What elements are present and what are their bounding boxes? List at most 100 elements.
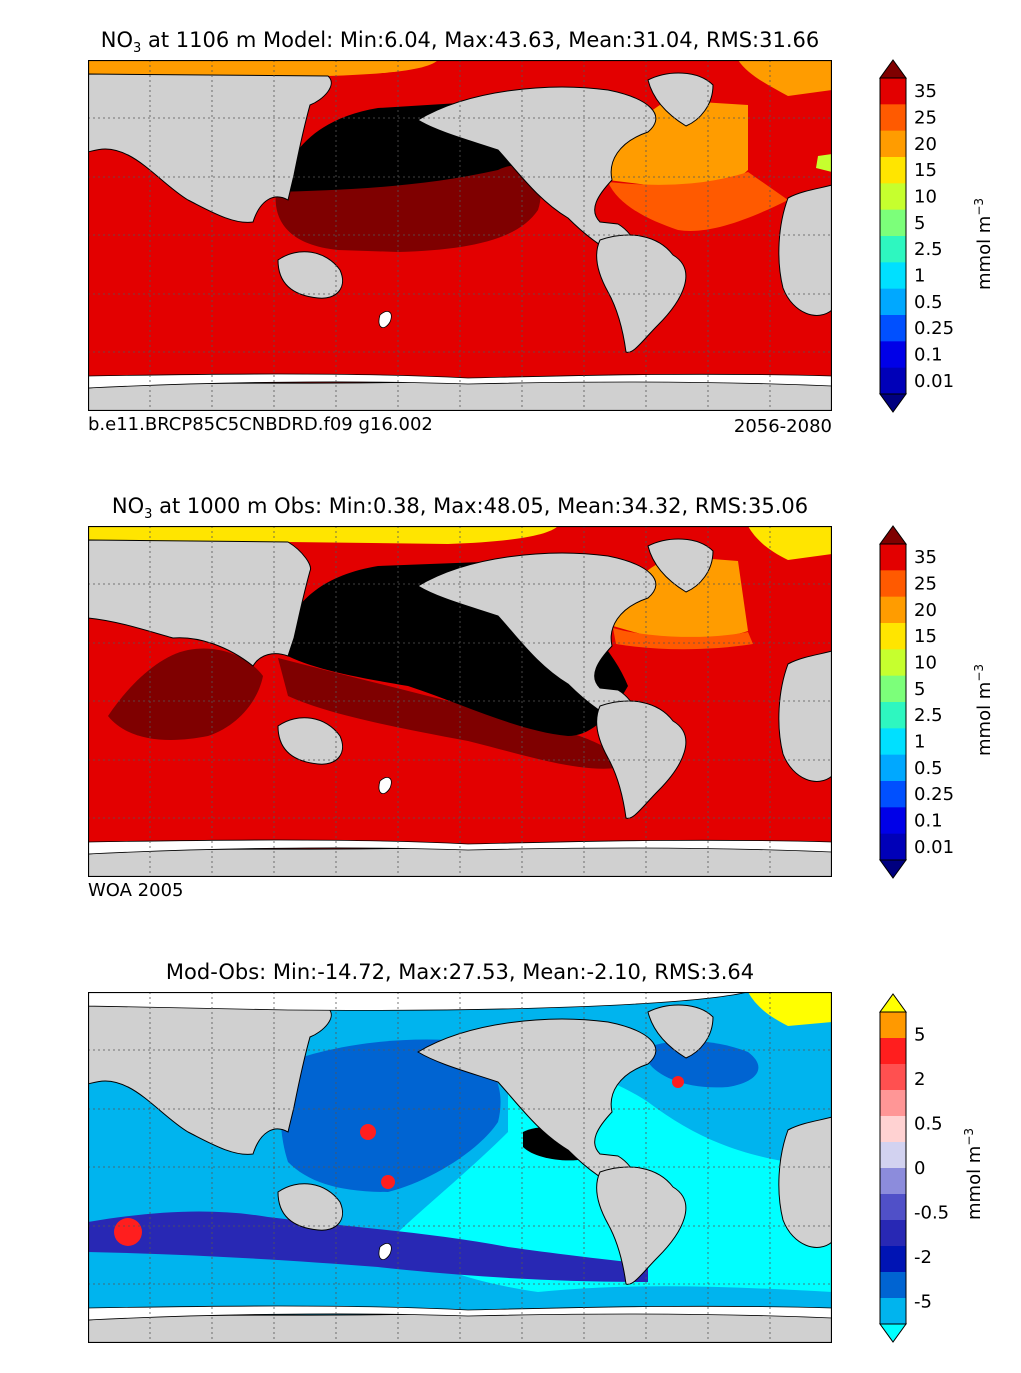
colorbar-2-cell [880, 623, 906, 650]
colorbar-1-tick-label: 0.1 [914, 345, 943, 366]
colorbar-2-tick-label: 25 [914, 574, 937, 595]
colorbar-1-cell [880, 288, 906, 316]
panel-3-colorbar-label-exp: −3 [962, 1127, 976, 1146]
colorbar-1-cell [880, 104, 906, 132]
panel-2-subpolar-atl [613, 628, 753, 650]
colorbar-3-outline [879, 1011, 907, 1325]
colorbar-1-tick-label: 35 [914, 81, 937, 102]
panel-3-land-africa [778, 1116, 832, 1248]
colorbar-3-cell [880, 1142, 906, 1169]
colorbar-1-cell [880, 209, 906, 237]
panel-2-map [88, 526, 832, 877]
panel-2-indian-tropical [108, 648, 263, 740]
colorbar-1-tick-label: 15 [914, 160, 937, 181]
colorbar-3-tick-label: 0.5 [914, 1113, 943, 1134]
colorbar-2-cell [880, 807, 906, 835]
colorbar-1-cell [880, 262, 906, 290]
panel-3-land-north-america [417, 1018, 657, 1193]
colorbar-2-cell [880, 754, 906, 782]
colorbar-3-tick-label: -0.5 [914, 1203, 949, 1224]
panel-3-map [88, 992, 832, 1343]
colorbar-3-cell [880, 1194, 906, 1221]
colorbar-2-cell [880, 675, 906, 703]
colorbar-3-tick-label: 0 [914, 1158, 925, 1179]
panel-3-land [88, 1004, 832, 1343]
panel-1-land [88, 72, 832, 411]
colorbar-2-cell [880, 596, 906, 624]
panel-3-west-pacific [280, 1039, 501, 1192]
panel-2-ice-nz [378, 777, 392, 794]
panel-2-colorbar-label-exp: −3 [972, 663, 986, 682]
panel-3-arctic [748, 992, 832, 1026]
colorbar-2-cell [880, 544, 906, 571]
panel-3-ice-nz [378, 1243, 392, 1260]
colorbar-3-cell [880, 1246, 906, 1273]
panel-1-med [816, 154, 832, 172]
panel-2-title-species: NO [111, 494, 145, 518]
colorbar-2-tick-label: 35 [914, 547, 937, 568]
panel-3-southern-band [88, 1211, 648, 1282]
panel-3-colorbar: 5 2 0.5 0 -0.5 -2 -5 [879, 993, 949, 1343]
panel-2-colorbar-label-text: mmol m [974, 681, 995, 756]
panel-3-north-atl-blue [648, 1040, 759, 1088]
colorbar-1-cell [880, 78, 906, 105]
colorbar-3-cell [880, 1116, 906, 1143]
panel-2-source-label: WOA 2005 [88, 880, 184, 901]
colorbar-3-tick-label: -2 [914, 1247, 932, 1268]
colorbar-1-cell [880, 367, 906, 395]
colorbar-2-cell [880, 702, 906, 729]
panel-2-title: NO3 at 1000 m Obs: Min:0.38, Max:48.05, … [0, 494, 920, 522]
panel-2-land-australia [277, 717, 343, 765]
colorbar-1-cell [880, 130, 906, 158]
colorbar-2-tick-label: 15 [914, 626, 937, 647]
panel-2-land-south-america [596, 700, 687, 819]
colorbar-2-outline [879, 543, 907, 861]
panel-3-colorbar-label-text: mmol m [964, 1145, 985, 1220]
colorbar-2-tick-label: 0.1 [914, 811, 943, 832]
panel-2-frame [88, 526, 832, 877]
panel-1-arctic-2 [738, 60, 832, 96]
panel-1-colorbar-label-exp: −3 [972, 197, 986, 216]
panel-2-pacific-band [278, 658, 628, 769]
panel-2-land-greenland [647, 538, 714, 593]
colorbar-1-tick-label: 5 [914, 213, 925, 234]
panel-1-arctic [88, 60, 438, 76]
colorbar-3-cell [880, 1220, 906, 1247]
panel-2-land-eurasia [88, 539, 312, 667]
panel-1-land-greenland [647, 72, 714, 127]
panel-1-gridlines [88, 60, 832, 411]
colorbar-2-arrow-top [879, 525, 907, 545]
panel-1-period-label: 2056-2080 [733, 416, 832, 437]
panel-2-arctic [88, 526, 558, 544]
colorbar-1-arrow-bottom [879, 393, 907, 413]
colorbar-3-cell [880, 1090, 906, 1117]
colorbar-3-tick-label: -5 [914, 1292, 932, 1313]
panel-2-title-subscript: 3 [144, 507, 153, 523]
colorbar-3-cell [880, 1168, 906, 1195]
colorbar-1-cell [880, 315, 906, 342]
panel-3-land-eurasia [88, 1005, 332, 1155]
colorbar-1-cell [880, 341, 906, 369]
panel-2-land-africa [778, 650, 832, 782]
panel-3-frame [88, 992, 832, 1343]
panel-3-land-south-america [596, 1166, 687, 1285]
panel-1-case-label: b.e11.BRCP85C5CNBDRD.f09 g16.002 [88, 414, 433, 435]
panel-1-colorbar-label-text: mmol m [974, 215, 995, 290]
colorbar-2-cell [880, 649, 906, 677]
panel-1-colorbar: 35 25 20 15 10 5 2.5 1 0.5 0.25 0.1 0.01 [879, 59, 954, 413]
colorbar-1-arrow-top [879, 59, 907, 79]
colorbar-2-cell [880, 833, 906, 861]
colorbar-3-cell [880, 1064, 906, 1091]
colorbar-1-outline [879, 77, 907, 395]
colorbar-1-tick-label: 20 [914, 134, 937, 155]
panel-3-hotspot-1 [114, 1218, 142, 1246]
colorbar-1-cell [880, 157, 906, 184]
panel-1-land-eurasia [88, 73, 332, 223]
colorbar-2-cell [880, 570, 906, 598]
colorbar-1-tick-label: 1 [914, 266, 925, 287]
colorbar-3-arrow-top [879, 993, 907, 1013]
colorbar-1-cell [880, 236, 906, 263]
colorbar-2-tick-label: 2.5 [914, 705, 943, 726]
colorbar-2-tick-label: 10 [914, 653, 937, 674]
panel-1-map [88, 60, 832, 411]
